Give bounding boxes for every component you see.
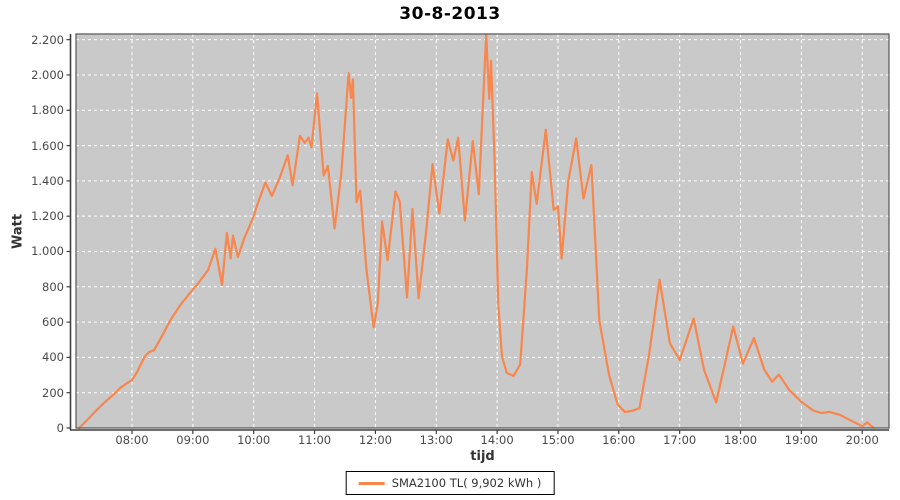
x-tick-label: 09:00 [176, 433, 210, 447]
x-tick-label: 15:00 [541, 433, 575, 447]
y-tick-label: 0 [56, 421, 64, 435]
y-tick-label: 800 [42, 279, 64, 294]
y-tick-label: 1.400 [31, 173, 64, 188]
x-tick-label: 08:00 [115, 433, 149, 447]
y-tick-label: 1.000 [31, 244, 64, 259]
x-tick-label: 20:00 [845, 433, 879, 447]
x-tick-label: 14:00 [480, 433, 514, 447]
x-tick-label: 11:00 [297, 433, 332, 447]
chart-title: 30-8-2013 [399, 4, 501, 24]
x-tick-label: 18:00 [723, 433, 758, 447]
x-tick-label: 17:00 [663, 433, 697, 447]
x-tick-label: 10:00 [237, 433, 271, 447]
y-tick-label: 1.200 [31, 209, 64, 224]
legend-line-swatch [358, 481, 385, 485]
legend: SMA2100 TL( 9,902 kWh ) [345, 471, 555, 495]
y-tick-label: 200 [42, 385, 64, 400]
y-tick-label: 2.200 [31, 32, 64, 47]
series-line [77, 33, 875, 430]
y-tick-label: 600 [42, 315, 64, 330]
y-tick-label: 1.600 [31, 138, 64, 153]
x-axis-label: tijd [470, 449, 495, 464]
y-tick-label: 1.800 [31, 103, 64, 118]
y-tick-label: 400 [42, 350, 64, 365]
x-tick-label: 19:00 [784, 433, 818, 447]
x-tick-label: 16:00 [602, 433, 636, 447]
x-tick-label: 13:00 [419, 433, 453, 447]
x-tick-label: 12:00 [358, 433, 392, 447]
legend-series-label: SMA2100 TL( 9,902 kWh ) [391, 476, 542, 490]
y-tick-label: 2.000 [31, 67, 64, 82]
